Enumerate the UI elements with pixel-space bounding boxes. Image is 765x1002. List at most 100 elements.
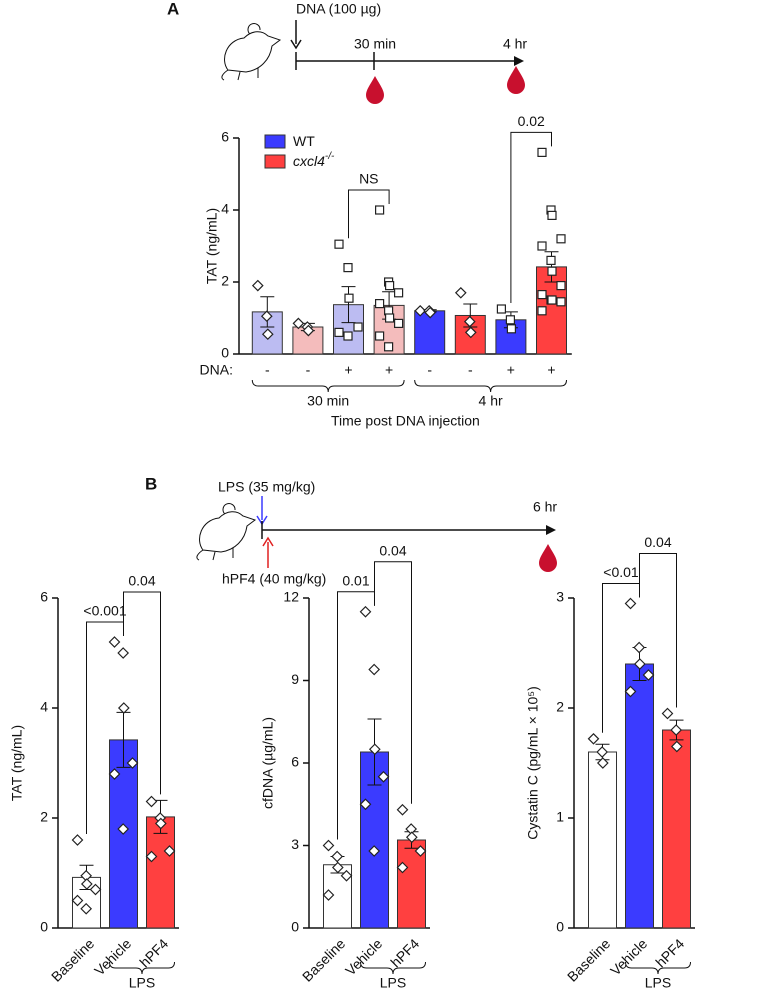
y-tick-label: 6 (40, 589, 48, 605)
group-label: LPS (645, 975, 671, 991)
legend-text: cxcl4 (293, 153, 325, 169)
data-point (126, 757, 139, 769)
data-point (537, 241, 547, 251)
group-label: 4 hr (479, 393, 503, 409)
x-tick-label: Baseline (48, 935, 97, 984)
y-axis-title: TAT (ng/mL) (204, 208, 220, 284)
data-point (80, 902, 93, 915)
x-tick-label: + (344, 362, 352, 378)
x-tick-label: + (547, 362, 555, 378)
data-point (385, 281, 395, 291)
legend-text: WT (293, 133, 315, 149)
data-point (454, 286, 467, 299)
brace (251, 379, 405, 393)
data-point (624, 597, 637, 610)
data-point (633, 641, 646, 654)
x-tick-label: - (468, 362, 473, 378)
x-tick-label: - (306, 362, 311, 378)
panel-label: B (145, 474, 157, 493)
data-point (80, 878, 93, 890)
data-point (331, 850, 344, 863)
data-point (537, 290, 547, 300)
data-point (117, 823, 130, 835)
blood-drop (366, 76, 384, 104)
arrow-head (514, 56, 524, 66)
data-point (384, 342, 394, 352)
time-label: 6 hr (533, 499, 557, 515)
data-point (670, 740, 683, 753)
data-point (251, 279, 264, 292)
blood-drop (539, 544, 557, 572)
bar (662, 729, 691, 929)
y-tick-label: 9 (291, 671, 299, 687)
bracket (510, 131, 552, 303)
data-point (154, 817, 167, 830)
data-point (322, 839, 335, 852)
group-label: LPS (129, 975, 155, 991)
x-tick-label: + (385, 362, 393, 378)
panel-label: A (167, 0, 179, 18)
time-label: 30 min (354, 36, 396, 52)
bracket (639, 553, 677, 708)
x-tick-label: - (265, 362, 270, 378)
x-tick-label: Baseline (299, 935, 348, 984)
y-tick-label: 0 (40, 919, 48, 935)
brace (414, 379, 567, 393)
data-point (343, 331, 353, 341)
brace (109, 961, 175, 975)
mouse-icon (221, 23, 282, 81)
brace (360, 961, 426, 975)
data-point (464, 326, 477, 339)
data-point (368, 663, 381, 676)
comparison-label: 0.02 (518, 113, 545, 129)
y-tick-label: 6 (221, 129, 229, 145)
comparison-label: 0.01 (342, 572, 369, 588)
data-point (642, 669, 655, 681)
bracket (123, 591, 161, 795)
bracket (348, 189, 390, 239)
comparison-label: 0.04 (379, 542, 406, 558)
y-tick-label: 3 (556, 589, 564, 605)
x-tick-label: Vehicle (607, 935, 650, 978)
data-point (547, 210, 557, 220)
data-point (117, 702, 130, 714)
y-tick-label: 0 (291, 919, 299, 935)
data-point (396, 861, 409, 874)
time-label: 4 hr (503, 36, 527, 52)
data-point (414, 845, 427, 857)
data-point (394, 318, 404, 328)
y-tick-label: 4 (40, 699, 48, 715)
data-point (547, 295, 557, 305)
data-point (556, 234, 566, 244)
data-point (302, 324, 315, 337)
y-tick-label: 0 (221, 345, 229, 361)
x-tick-label: + (507, 362, 515, 378)
legend-label: cxcl4-/- (293, 151, 335, 169)
data-point (596, 757, 609, 769)
data-point (556, 297, 566, 307)
data-point (414, 304, 427, 317)
data-point (556, 281, 566, 291)
row-label: DNA: (200, 362, 233, 378)
x-tick-label: hPF4 (652, 935, 687, 970)
data-point (537, 147, 547, 157)
data-point (71, 894, 84, 907)
data-point (334, 327, 344, 337)
data-point (292, 317, 305, 330)
data-point (375, 299, 385, 309)
data-point (546, 255, 556, 265)
data-point (661, 707, 674, 720)
x-tick-label: hPF4 (136, 935, 171, 970)
data-point (396, 803, 409, 816)
data-point (145, 850, 158, 863)
y-tick-label: 1 (556, 809, 564, 825)
data-point (463, 315, 476, 328)
bar (146, 816, 175, 929)
data-point (375, 331, 385, 341)
legend-swatch (264, 134, 286, 149)
data-point (340, 869, 353, 882)
data-point (343, 263, 353, 273)
y-axis-title: Cystatin C (pg/mL × 10⁵) (525, 686, 541, 840)
data-point (385, 313, 395, 323)
